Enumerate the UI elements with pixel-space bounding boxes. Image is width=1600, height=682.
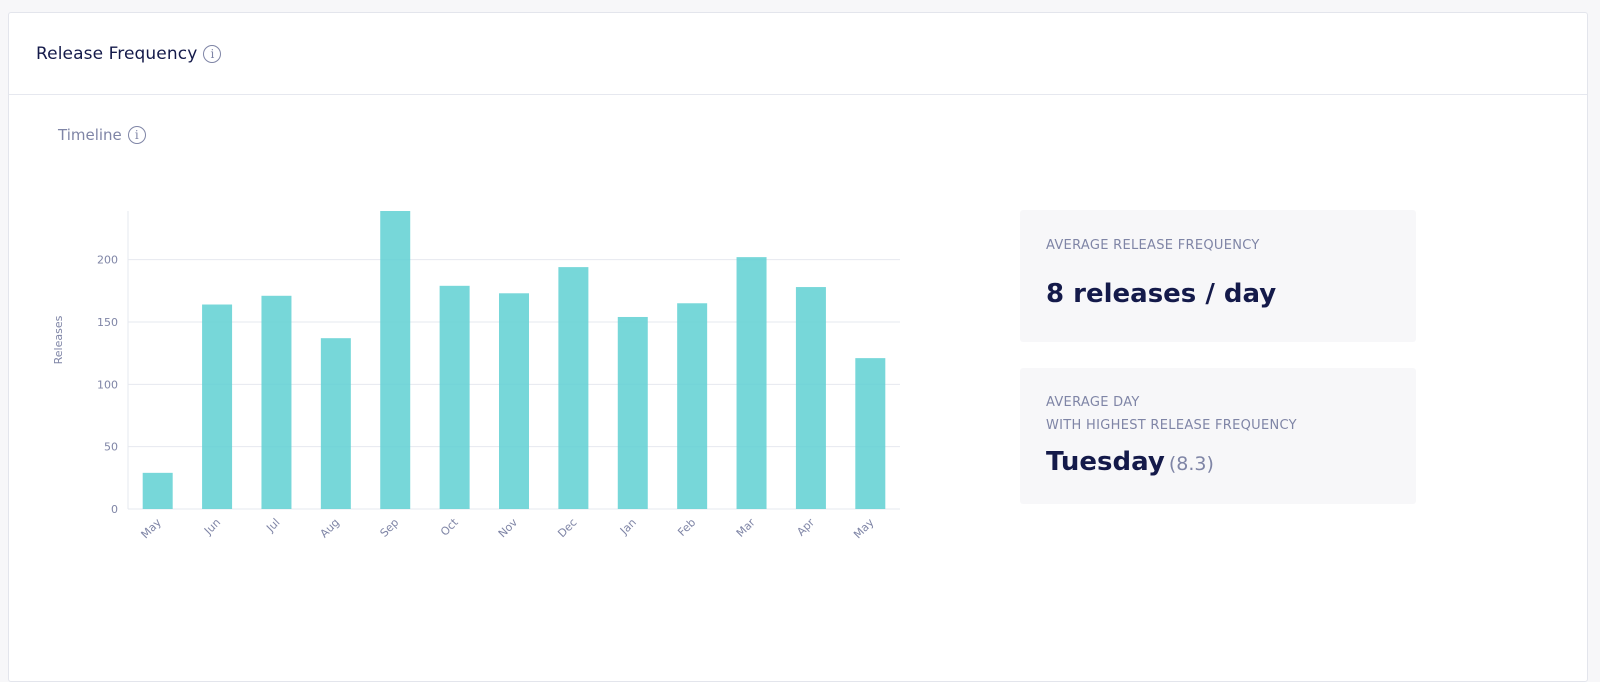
bar bbox=[439, 285, 470, 509]
avg-day-box: AVERAGE DAY WITH HIGHEST RELEASE FREQUEN… bbox=[1020, 368, 1416, 504]
x-tick-label: May bbox=[139, 516, 165, 542]
timeline-info-icon[interactable]: i bbox=[127, 126, 146, 144]
info-icon[interactable]: i bbox=[203, 44, 222, 63]
bar bbox=[320, 338, 351, 509]
x-tick-label: Jun bbox=[201, 516, 223, 538]
bar bbox=[617, 316, 648, 509]
avg-release-frequency-caption: AVERAGE RELEASE FREQUENCY bbox=[1046, 238, 1260, 253]
avg-day-caption-line2: WITH HIGHEST RELEASE FREQUENCY bbox=[1046, 418, 1297, 433]
avg-day-value: Tuesday bbox=[1046, 447, 1165, 477]
bar bbox=[202, 304, 233, 509]
y-tick-label: 50 bbox=[104, 441, 118, 454]
avg-day-sub-value: (8.3) bbox=[1168, 453, 1214, 475]
timeline-label: Timeline bbox=[58, 126, 122, 144]
avg-day-caption-line1: AVERAGE DAY bbox=[1046, 395, 1140, 410]
x-tick-label: Dec bbox=[555, 516, 579, 540]
bar bbox=[499, 293, 529, 509]
x-tick-label: Feb bbox=[675, 516, 698, 539]
x-tick-label: Apr bbox=[794, 516, 817, 539]
timeline-bar-chart: 0 50 100 150 200 Releases May Jun Jul Aug Sep Oct No… bbox=[52, 211, 900, 542]
x-tick-label: Jan bbox=[617, 516, 639, 538]
avg-release-frequency-value: 8 releases / day bbox=[1046, 279, 1277, 309]
y-tick-label: 0 bbox=[111, 503, 118, 516]
y-tick-label: 200 bbox=[97, 254, 118, 267]
bar bbox=[677, 303, 708, 509]
avg-release-frequency-box: AVERAGE RELEASE FREQUENCY 8 releases / d… bbox=[1020, 210, 1416, 342]
bar bbox=[142, 472, 173, 509]
x-tick-label: Sep bbox=[377, 516, 401, 540]
x-tick-label: Oct bbox=[438, 515, 461, 538]
bar bbox=[558, 267, 589, 509]
x-tick-label: Mar bbox=[734, 516, 758, 540]
bar bbox=[261, 295, 292, 509]
y-tick-label: 150 bbox=[97, 316, 118, 329]
bar bbox=[795, 287, 826, 509]
card-header: Release Frequency i bbox=[9, 13, 1587, 95]
y-axis-title: Releases bbox=[52, 315, 65, 364]
y-tick-label: 100 bbox=[97, 378, 118, 391]
bar bbox=[736, 257, 767, 509]
bar bbox=[855, 358, 886, 509]
card-title: Release Frequency bbox=[36, 43, 198, 64]
x-tick-label: Nov bbox=[496, 516, 521, 541]
x-tick-label: Aug bbox=[318, 516, 342, 540]
timeline-heading: Timeline i bbox=[58, 126, 146, 144]
bar bbox=[380, 211, 411, 509]
x-tick-label: Jul bbox=[263, 516, 282, 535]
x-tick-label: May bbox=[851, 516, 877, 542]
